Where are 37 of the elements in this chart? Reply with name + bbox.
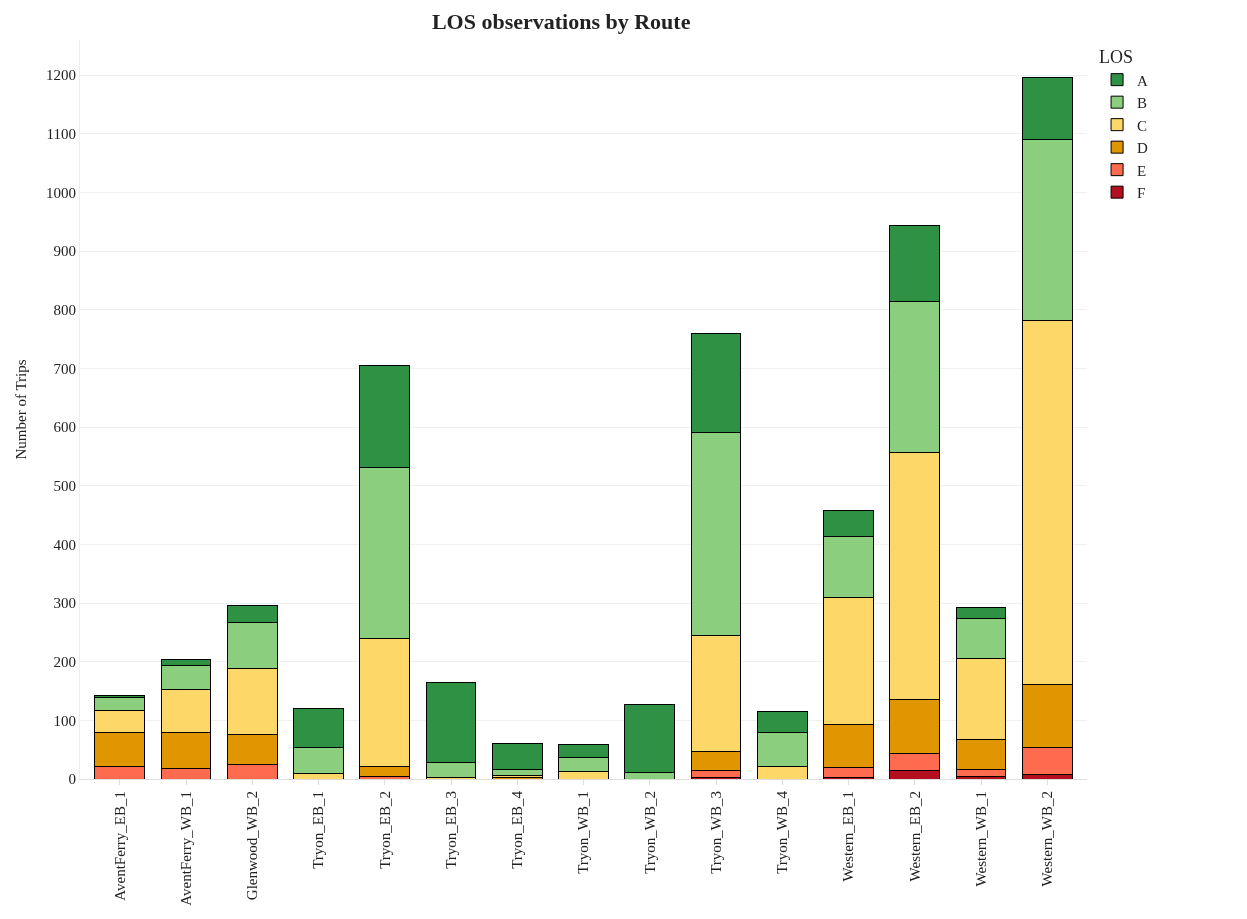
y-tick-label: 1000 xyxy=(46,184,76,201)
y-tick-label: 1100 xyxy=(46,126,76,143)
x-tick-label: Western_EB_1 xyxy=(840,791,857,882)
x-tick-label: AventFerry_WB_1 xyxy=(177,791,194,906)
x-tick-label: AventFerry_EB_1 xyxy=(111,791,128,901)
y-tick-label: 600 xyxy=(53,419,76,436)
chart-title: LOS observations by Route xyxy=(431,9,691,35)
y-tick-label: 900 xyxy=(53,243,76,260)
x-tick-label: Tryon_EB_4 xyxy=(509,790,526,869)
y-tick-label: 300 xyxy=(53,595,76,612)
y-tick-label: 700 xyxy=(53,360,76,377)
x-tick-label: Western_WB_2 xyxy=(1039,791,1056,887)
y-axis-title: Number of Trips xyxy=(13,359,30,460)
x-tick-label: Tryon_EB_1 xyxy=(310,791,327,869)
x-tick-label: Tryon_WB_2 xyxy=(641,791,658,874)
y-tick-label: 200 xyxy=(53,653,76,670)
x-tick-label: Tryon_EB_3 xyxy=(442,791,459,869)
x-tick-label: Tryon_EB_2 xyxy=(376,791,393,869)
y-tick-label: 100 xyxy=(53,712,76,729)
y-tick-label: 1200 xyxy=(46,67,76,84)
x-tick-label: Western_EB_2 xyxy=(906,791,923,882)
x-tick-label: Tryon_WB_3 xyxy=(707,791,724,874)
legend-label: F xyxy=(1137,185,1146,201)
y-tick-label: 400 xyxy=(53,536,76,553)
x-tick-label: Western_WB_1 xyxy=(972,791,989,887)
legend-title: LOS xyxy=(1099,47,1134,68)
x-tick-label: Tryon_WB_4 xyxy=(774,790,791,874)
legend-label: C xyxy=(1137,117,1148,134)
legend-label: B xyxy=(1137,95,1148,111)
y-tick-label: 0 xyxy=(68,771,76,788)
x-tick-label: Glenwood_WB_2 xyxy=(244,791,261,901)
x-tick-label: Tryon_WB_1 xyxy=(575,791,592,874)
legend-label: D xyxy=(1137,140,1149,156)
legend-label: E xyxy=(1137,162,1147,179)
y-tick-label: 800 xyxy=(53,302,76,319)
legend-label: A xyxy=(1137,72,1149,89)
y-tick-label: 500 xyxy=(53,478,76,494)
